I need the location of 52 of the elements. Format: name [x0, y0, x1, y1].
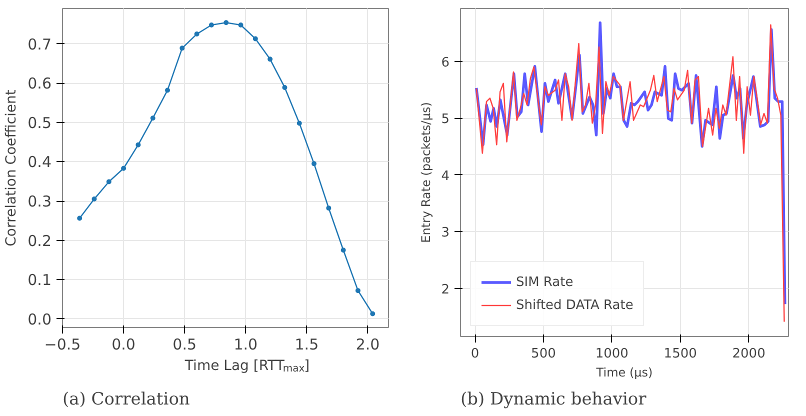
x-tick-label: 2.0 — [356, 336, 380, 354]
y-tick-label: 3 — [441, 226, 450, 241]
y-tick-label: 2 — [441, 282, 450, 298]
point — [370, 311, 376, 316]
text: (a) Correlation — [62, 390, 190, 410]
point — [150, 116, 156, 121]
x-tick-label: 1.5 — [294, 336, 319, 354]
x-tick-label: 0.0 — [112, 336, 136, 354]
point — [252, 36, 258, 42]
point — [136, 142, 141, 148]
y-tick-label: 0.5 — [28, 114, 52, 132]
legend-label: SIM Rate — [516, 274, 574, 290]
y-axis-title: Correlation Coefficient — [4, 89, 20, 246]
point — [77, 216, 82, 221]
point — [296, 120, 302, 126]
point — [121, 166, 126, 171]
y-tick-label: 4 — [441, 168, 450, 184]
point — [238, 22, 244, 28]
x-tick-label: 1500 — [664, 346, 697, 362]
point — [224, 20, 229, 26]
y-tick-label: 0.2 — [28, 232, 52, 250]
point — [106, 179, 112, 184]
point — [92, 196, 97, 202]
x-tick-label: −0.5 — [44, 336, 81, 354]
y-tick-label: 0.0 — [28, 310, 52, 328]
point — [194, 32, 200, 37]
x-tick-label: 1.0 — [234, 336, 258, 354]
x-tick-label: 0.5 — [172, 336, 197, 354]
y-tick-label: 5 — [441, 112, 450, 128]
x-tick-label: 1000 — [595, 346, 628, 362]
y-tick-label: 6 — [441, 55, 450, 70]
point — [355, 288, 360, 294]
point — [165, 88, 170, 93]
y-tick-label: 0.7 — [28, 35, 52, 54]
point — [180, 46, 185, 51]
y-tick-label: 0.4 — [28, 153, 52, 172]
point — [312, 161, 317, 166]
point — [268, 56, 273, 62]
y-axis-title: Entry Rate (packets/µs) — [419, 102, 434, 243]
legend-label: Shifted DATA Rate — [516, 298, 634, 312]
x-tick-label: 0 — [470, 346, 480, 362]
y-tick-label: 0.1 — [28, 271, 52, 290]
point — [340, 248, 346, 253]
y-tick-label: 0.6 — [28, 74, 52, 93]
point — [282, 84, 288, 90]
x-tick-label: 2000 — [732, 346, 766, 362]
text: (b) Dynamic behavior — [460, 390, 648, 410]
x-tick-label: 500 — [531, 346, 556, 362]
point — [208, 22, 214, 28]
x-axis-title: Time (µs) — [595, 366, 653, 380]
y-tick-label: 0.3 — [28, 192, 52, 210]
point — [326, 206, 332, 211]
